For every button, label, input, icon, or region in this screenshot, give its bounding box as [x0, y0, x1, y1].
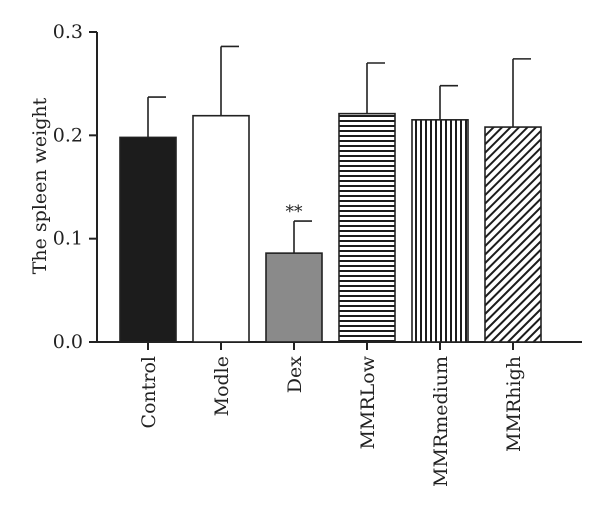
y-axis-title: The spleen weight — [29, 97, 51, 274]
x-tick-label-mmrlow: MMRLow — [357, 355, 379, 449]
x-tick-label-mmrhigh: MMRhigh — [503, 356, 525, 452]
bar-modle — [192, 114, 250, 343]
plot-area: 0.0 0.1 0.2 0.3 Control Modle Dex ** MMRLow MMRme… — [53, 21, 582, 487]
x-tick-label-modle: Modle — [211, 356, 233, 416]
y-tick-label: 0.0 — [53, 331, 83, 353]
x-tick-label-control: Control — [138, 356, 160, 428]
significance-annotation: ** — [286, 202, 304, 222]
y-tick-label: 0.1 — [53, 228, 83, 250]
bar-dex — [265, 252, 323, 343]
x-tick-label-mmrmedium: MMRmedium — [430, 356, 452, 487]
y-tick-label: 0.2 — [53, 124, 83, 146]
x-tick-label-dex: Dex — [284, 356, 306, 393]
bar-mmrmedium — [411, 119, 469, 343]
bar-mmrhigh — [484, 126, 542, 343]
bar-control — [119, 136, 177, 343]
y-tick-label: 0.3 — [53, 21, 83, 43]
bar-mmrlow — [338, 112, 396, 343]
